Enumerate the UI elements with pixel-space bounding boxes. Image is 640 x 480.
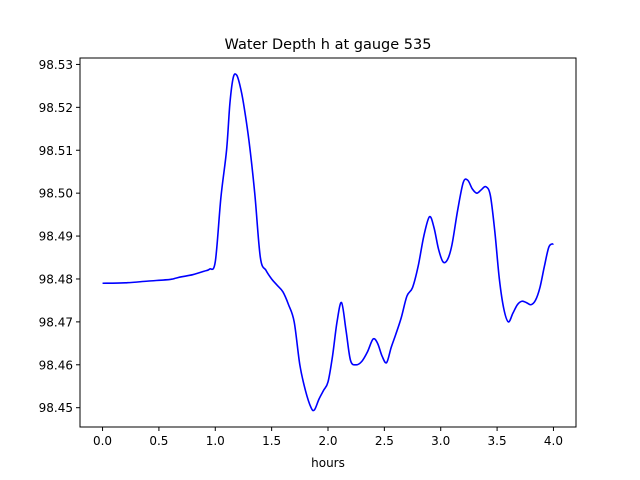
x-tick-label: 2.5 (375, 434, 394, 448)
y-tick-label: 98.48 (39, 272, 73, 286)
y-tick-label: 98.49 (39, 230, 73, 244)
x-axis-label: hours (311, 456, 345, 470)
x-tick-label: 0.5 (149, 434, 168, 448)
x-tick-label: 4.0 (544, 434, 563, 448)
y-tick-label: 98.47 (39, 315, 73, 329)
series-line-0 (102, 73, 554, 412)
y-tick-label: 98.50 (39, 187, 73, 201)
y-tick-label: 98.52 (39, 101, 73, 115)
x-tick-label: 3.5 (488, 434, 507, 448)
x-axis: 0.0 0.5 1.0 1.5 2.0 2.5 3.0 3.5 4.0 (93, 427, 563, 448)
x-tick-label: 0.0 (93, 434, 112, 448)
y-tick-label: 98.45 (39, 401, 73, 415)
x-tick-label: 1.5 (262, 434, 281, 448)
x-tick-label: 1.0 (206, 434, 225, 448)
y-tick-label: 98.46 (39, 358, 73, 372)
x-tick-label: 3.0 (431, 434, 450, 448)
y-tick-label: 98.53 (39, 58, 73, 72)
x-tick-label: 2.0 (318, 434, 337, 448)
chart-title: Water Depth h at gauge 535 (225, 37, 432, 53)
y-tick-label: 98.51 (39, 144, 73, 158)
y-axis: 98.45 98.46 98.47 98.48 98.49 98.50 98.51 98.52… (39, 58, 80, 415)
